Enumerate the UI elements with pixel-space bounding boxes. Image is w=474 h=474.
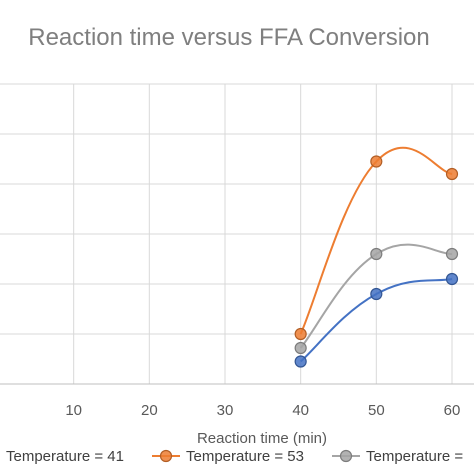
data-point [445,247,459,261]
legend-label: Temperature = [366,448,463,465]
x-tick-label: 40 [292,402,309,419]
legend-label: Temperature = 41 [6,448,124,465]
x-axis-title: Reaction time (min) [197,430,327,447]
chart-title: Reaction time versus FFA Conversion [28,24,430,51]
x-tick-label: 10 [65,402,82,419]
x-axis-ticks: 10 20 30 40 50 60 [65,402,460,419]
data-point [445,167,459,181]
data-point [370,155,383,168]
x-tick-label: 60 [444,402,461,419]
data-point [294,355,307,368]
legend-marker [339,449,353,463]
grid [0,83,474,385]
data-point [445,272,459,286]
data-point [370,287,383,301]
legend: Temperature = 41 Temperature = 53 Temperat… [6,448,463,465]
data-point [294,327,307,341]
x-tick-label: 30 [217,402,234,419]
series-points [294,155,459,368]
data-point [370,247,383,261]
x-tick-label: 20 [141,402,158,419]
data-point [294,341,307,355]
x-tick-label: 50 [368,402,385,419]
legend-label: Temperature = 53 [186,448,304,465]
legend-marker [159,449,173,463]
